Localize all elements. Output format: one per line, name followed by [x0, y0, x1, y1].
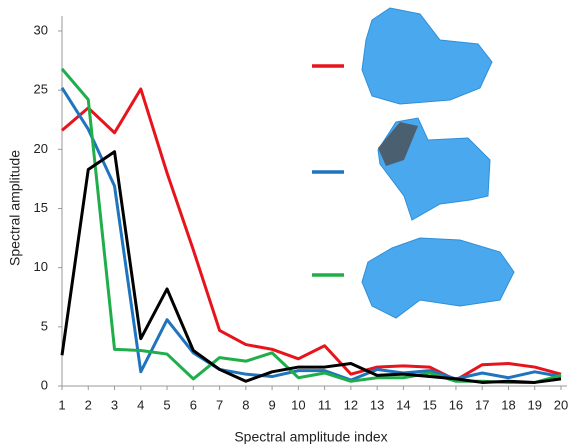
y-tick-label: 5 [41, 318, 48, 333]
x-tick-label: 13 [370, 397, 384, 412]
shape-icon [362, 238, 514, 318]
x-tick-label: 15 [422, 397, 436, 412]
x-tick-label: 19 [528, 397, 542, 412]
x-tick-label: 14 [396, 397, 410, 412]
x-tick-label: 1 [58, 397, 65, 412]
y-tick-label: 0 [41, 377, 48, 392]
y-axis-title: Spectral amplitude [7, 150, 23, 266]
x-tick-label: 18 [501, 397, 515, 412]
x-tick-label: 10 [291, 397, 305, 412]
x-tick-label: 12 [344, 397, 358, 412]
shape-icons [362, 8, 514, 318]
y-tick-label: 30 [34, 22, 48, 37]
shape-icon [362, 8, 492, 104]
x-tick-label: 20 [554, 397, 568, 412]
x-tick-label: 5 [163, 397, 170, 412]
y-tick-label: 15 [34, 200, 48, 215]
x-tick-label: 6 [190, 397, 197, 412]
chart: Spectral amplitude index Spectral amplit… [0, 0, 570, 444]
x-tick-label: 3 [111, 397, 118, 412]
x-tick-label: 17 [475, 397, 489, 412]
x-axis-title: Spectral amplitude index [234, 429, 387, 444]
x-tick-label: 7 [216, 397, 223, 412]
series-line [62, 88, 561, 380]
x-tick-label: 4 [137, 397, 144, 412]
x-tick-label: 16 [449, 397, 463, 412]
y-tick-label: 20 [34, 141, 48, 156]
y-tick-label: 25 [34, 82, 48, 97]
x-tick-label: 9 [268, 397, 275, 412]
x-tick-label: 8 [242, 397, 249, 412]
y-tick-label: 10 [34, 259, 48, 274]
x-tick-label: 11 [318, 397, 332, 412]
x-tick-label: 2 [85, 397, 92, 412]
